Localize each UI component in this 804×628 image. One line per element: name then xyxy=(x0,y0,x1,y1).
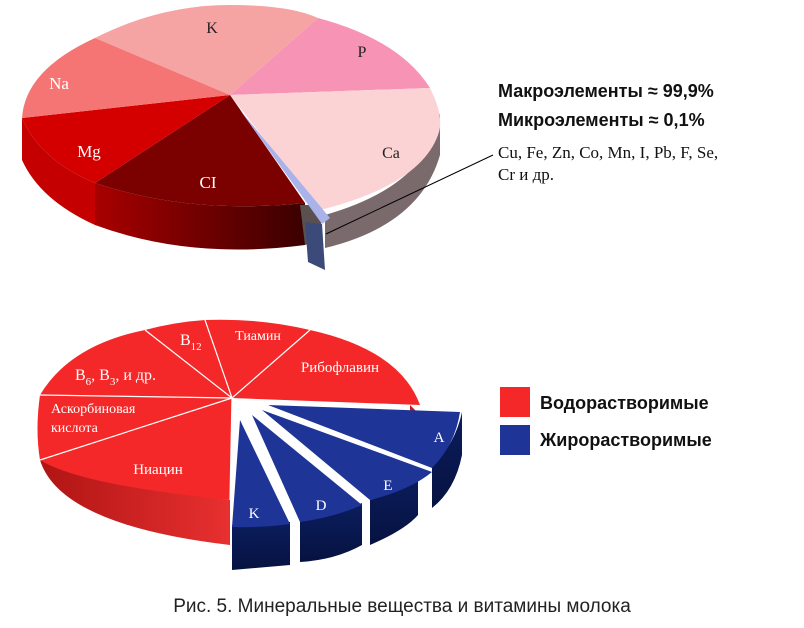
pie-separators xyxy=(39,319,311,501)
pie-slice-niacin xyxy=(40,398,232,500)
label-cl: CI xyxy=(200,173,217,192)
pie-slice-micro xyxy=(240,110,330,224)
label-e: E xyxy=(383,478,392,494)
label-b6-sub: 6 xyxy=(86,376,92,388)
legend-label-water: Водорастворимые xyxy=(540,393,709,413)
pie-slice-p xyxy=(230,18,430,95)
label-b12: B12 xyxy=(180,332,202,353)
label-d: D xyxy=(316,498,327,514)
micro-annotation: Микроэлементы ≈ 0,1% xyxy=(498,110,705,130)
pie-slice-ca xyxy=(230,88,441,210)
macro-annotation: Макроэлементы ≈ 99,9% xyxy=(498,81,714,101)
micro-leader-line xyxy=(325,154,494,235)
micro-list-line1: Cu, Fe, Zn, Co, Mn, I, Pb, F, Se, xyxy=(498,143,718,162)
pie-slice-na xyxy=(22,38,230,118)
blue-side-k xyxy=(232,522,290,570)
pie-slice-e xyxy=(262,410,432,500)
label-b3-letter: , B xyxy=(91,367,110,384)
label-na: Na xyxy=(49,74,69,93)
legend-swatch-water xyxy=(500,387,530,417)
pie-slice-cl xyxy=(95,95,305,207)
blue-side-e xyxy=(370,470,418,545)
label-p: P xyxy=(358,44,367,61)
pie-slice-thiamine xyxy=(205,319,310,398)
vitamin-pie-chart: B12 Тиамин Рибофлавин A E D K Ниацин Аск… xyxy=(37,319,462,570)
figure-caption: Рис. 5. Минеральные вещества и витамины … xyxy=(173,596,631,617)
label-b12-sub: 12 xyxy=(191,341,202,353)
label-ascorbic-line1: Аскорбиновая xyxy=(51,402,136,417)
label-ascorbic-line2: кислота xyxy=(51,421,99,436)
pie-slice-d xyxy=(252,415,362,522)
legend-label-fat: Жирорастворимые xyxy=(539,430,712,450)
pie-slice-ascorbic xyxy=(37,395,232,460)
pie-slice-mg xyxy=(22,95,230,183)
label-a: A xyxy=(434,430,445,446)
pie-slice-b12 xyxy=(145,320,232,398)
label-b3-sub: 3 xyxy=(110,376,116,388)
pie-slice-micro-side xyxy=(305,222,325,270)
pie-side-red xyxy=(40,420,230,545)
pie-slice-riboflavin xyxy=(232,330,420,405)
label-ca: Ca xyxy=(382,145,400,162)
mineral-pie-chart: K P Ca CI Mg Na xyxy=(22,5,494,270)
legend: Водорастворимые Жирорастворимые xyxy=(500,387,712,455)
pie-side-na xyxy=(22,118,95,225)
pie-slice-b6-b3 xyxy=(40,330,232,398)
pie-slice-a xyxy=(268,405,460,468)
pie-side-ca xyxy=(325,113,440,248)
blue-side-a xyxy=(432,412,462,508)
pie-slice-k xyxy=(95,5,318,95)
pie-slice-k-vit xyxy=(232,420,290,528)
pie-side-cl xyxy=(95,183,305,250)
label-b6-b3: B6, B3, и др. xyxy=(75,367,156,388)
label-niacin: Ниацин xyxy=(133,462,183,478)
label-b-rest: , и др. xyxy=(115,367,156,384)
label-k: K xyxy=(206,20,218,37)
label-riboflavin: Рибофлавин xyxy=(301,360,379,376)
label-k-vit: K xyxy=(249,506,260,522)
legend-swatch-fat xyxy=(500,425,530,455)
label-mg: Mg xyxy=(77,142,101,161)
micro-list-line2: Cr и др. xyxy=(498,165,554,184)
label-thiamine: Тиамин xyxy=(235,329,281,344)
label-b12-letter: B xyxy=(180,332,191,349)
label-b6-letter: B xyxy=(75,367,86,384)
